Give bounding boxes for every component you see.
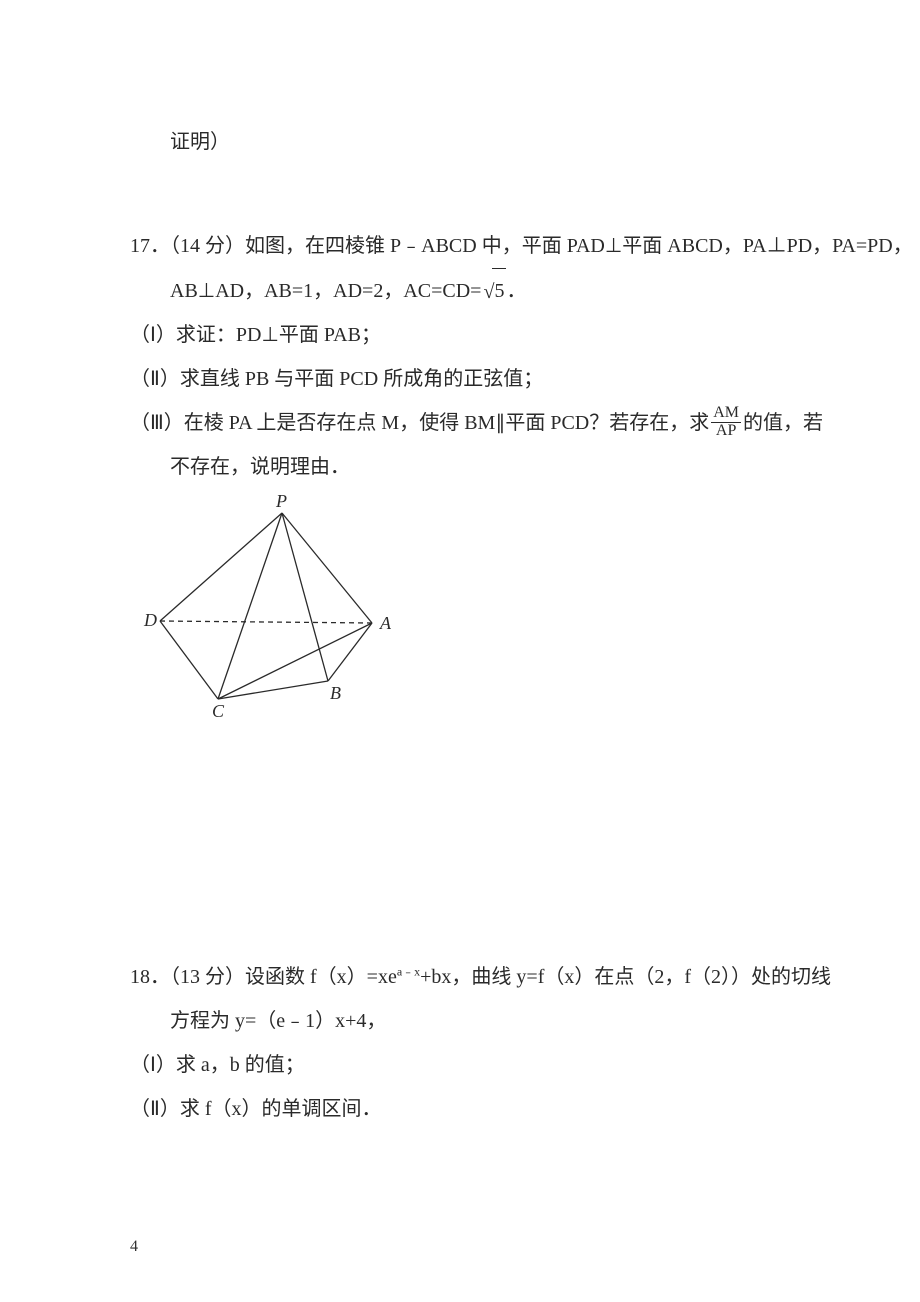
q18-stem-a-prefix: 设函数 f（x）=xe [245,966,397,988]
q17-stem-a: 如图，在四棱锥 P﹣ABCD 中，平面 PAD⊥平面 ABCD，PA⊥PD，PA… [245,235,913,257]
svg-text:B: B [330,683,341,703]
q17-line2: AB⊥AD，AB=1，AD=2，AC=CD= 5． [130,268,790,313]
fraction-am-ap: AMAP [711,405,741,440]
page-number: 4 [130,1238,138,1256]
q17-part1: （Ⅰ）求证：PD⊥平面 PAB； [130,313,790,357]
frac-num: AM [711,405,741,423]
q17-stem-b-prefix: AB⊥AD，AB=1，AD=2，AC=CD= [170,280,481,302]
q18-number: 18． [130,966,170,988]
q17-part3-a: （Ⅲ）在棱 PA 上是否存在点 M，使得 BM∥平面 PCD？若存在，求 [130,412,709,434]
q18-part1: （Ⅰ）求 a，b 的值； [130,1043,790,1087]
q18-line2: 方程为 y=（e﹣1）x+4， [130,999,790,1043]
q17-part3-b: 的值，若 [743,412,823,434]
svg-text:A: A [379,613,392,633]
q18-stem-a-suffix: +bx，曲线 y=f（x）在点（2，f（2））处的切线 [420,966,831,988]
svg-text:C: C [212,701,225,721]
q18-part2: （Ⅱ）求 f（x）的单调区间． [130,1087,790,1131]
q17-line1: 17．（14 分）如图，在四棱锥 P﹣ABCD 中，平面 PAD⊥平面 ABCD… [130,224,790,268]
q17-number: 17． [130,235,170,257]
q17-part3-line2: 不存在，说明理由． [130,445,790,489]
q17-stem-b-suffix: ． [506,280,526,302]
q18-points: （13 分） [170,966,245,988]
pyramid-diagram: P A B C D [130,495,790,730]
svg-text:P: P [275,495,287,511]
frac-den: AP [711,423,741,440]
sqrt-5-radicand: 5 [492,268,506,313]
q17-part2: （Ⅱ）求直线 PB 与平面 PCD 所成角的正弦值； [130,357,790,401]
q17-points: （14 分） [170,235,245,257]
q18-exp: a﹣x [397,964,420,978]
sqrt-5: 5 [481,268,506,313]
prev-trail: 证明） [130,120,790,164]
q18-line1: 18．（13 分）设函数 f（x）=xea﹣x+bx，曲线 y=f（x）在点（2… [130,955,790,999]
pyramid-svg: P A B C D [140,495,400,725]
q17-part3-line1: （Ⅲ）在棱 PA 上是否存在点 M，使得 BM∥平面 PCD？若存在，求AMAP… [130,401,790,445]
svg-text:D: D [143,610,157,630]
